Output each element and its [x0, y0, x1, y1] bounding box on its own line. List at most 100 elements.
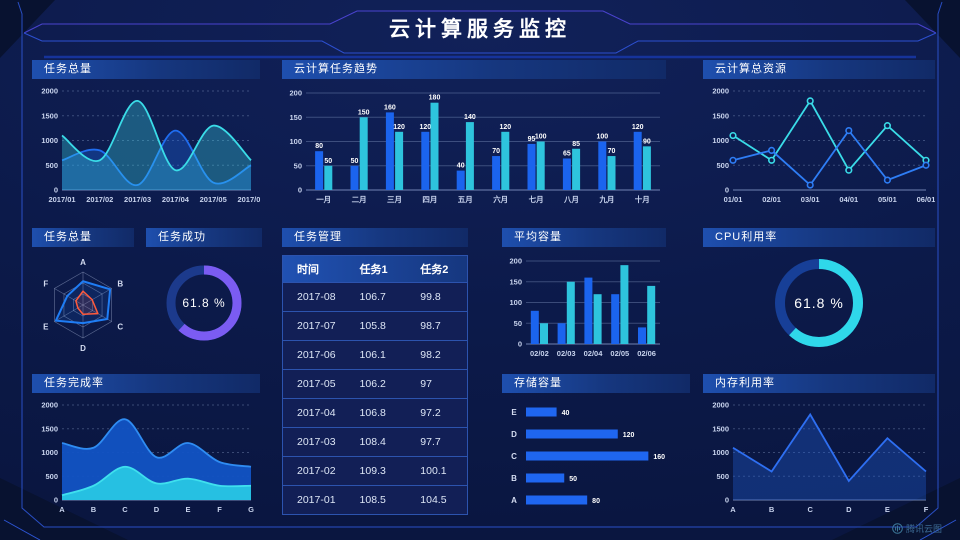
x-axis-tick: 九月 — [598, 194, 614, 204]
hbar-bar — [526, 451, 649, 461]
y-axis-tick: 50 — [294, 161, 302, 170]
hbar-bar — [526, 473, 565, 483]
y-axis-tick: 0 — [298, 186, 302, 195]
x-axis-tick: 05/01 — [878, 195, 897, 204]
table-cell: 106.8 — [359, 407, 386, 419]
series-cyan-line — [732, 99, 927, 172]
bar-value-label: 120 — [632, 124, 644, 131]
y-axis-tick: 200 — [289, 89, 302, 98]
x-axis-tick: 六月 — [493, 194, 508, 204]
radar-axis-label: E — [43, 323, 49, 332]
hbar-bar — [526, 407, 557, 417]
x-axis-tick: F — [217, 505, 222, 514]
series-blue-marker — [922, 161, 930, 169]
hbar-category-label: B — [511, 474, 517, 483]
table-row: 2017-05 106.2 97 — [283, 369, 467, 398]
y-axis-tick: 150 — [289, 113, 302, 122]
y-axis-tick: 200 — [509, 257, 522, 266]
chart-task-radar: A B C D E F — [32, 247, 134, 359]
x-axis-tick: 02/03 — [557, 349, 576, 358]
table-cell: 109.3 — [359, 465, 386, 477]
panel-title: 任务成功 — [146, 228, 262, 247]
radar-axis-label: D — [80, 344, 86, 353]
x-axis-tick: 2017/04 — [162, 195, 190, 204]
series-cyan-marker — [767, 156, 776, 164]
hbar-value-label: 80 — [592, 498, 600, 505]
series-blue-line — [61, 418, 252, 468]
series-blue-bar — [527, 143, 536, 190]
y-axis-tick: 1000 — [41, 448, 58, 457]
table-cell: 2017-04 — [297, 407, 336, 419]
y-axis-tick: 0 — [54, 186, 58, 195]
x-axis-tick: 十月 — [635, 194, 650, 204]
x-axis-tick: 02/06 — [637, 349, 656, 358]
table-cell: 106.7 — [359, 291, 386, 303]
panel-title: 云计算总资源 — [703, 60, 935, 79]
panel-memory-usage: 内存利用率 0 500 1000 1500 2000 A B C D E F — [703, 374, 935, 515]
table-cell: 2017-07 — [297, 320, 336, 332]
panel-title: 云计算任务趋势 — [282, 60, 666, 79]
bar-value-label: 50 — [324, 158, 332, 165]
table-cell: 108.4 — [359, 436, 386, 448]
panel-title: 任务完成率 — [32, 374, 260, 393]
table-cell: 97.7 — [420, 436, 441, 448]
series-blue-bar — [598, 141, 607, 190]
x-axis-tick: C — [122, 505, 128, 514]
x-axis-tick: 五月 — [458, 195, 473, 204]
table-cell: 108.5 — [359, 494, 386, 506]
y-axis-tick: 0 — [518, 340, 522, 349]
panel-title: 任务总量 — [32, 60, 260, 79]
x-axis-tick: A — [730, 505, 736, 514]
panel-title: 内存利用率 — [703, 374, 935, 393]
y-axis-tick: 1000 — [712, 448, 729, 457]
series-cyan-bar — [430, 102, 439, 190]
table-cell: 98.7 — [420, 320, 441, 332]
x-axis-tick: 七月 — [529, 194, 544, 204]
hbar-category-label: C — [511, 452, 517, 461]
x-axis-tick: 2017/06 — [237, 195, 260, 204]
series-cyan-bar — [359, 117, 368, 190]
series-cyan-bar — [620, 265, 629, 344]
table-header-cell: 任务2 — [420, 264, 449, 276]
radar-axis-label: F — [43, 280, 48, 289]
table-cell: 106.2 — [359, 378, 386, 390]
panel-title: 平均容量 — [502, 228, 666, 247]
series-cyan-bar — [572, 148, 581, 190]
y-axis-tick: 150 — [509, 277, 522, 286]
y-axis-tick: 2000 — [41, 401, 58, 410]
series-cyan-bar — [647, 285, 656, 344]
series-orange-polygon — [75, 290, 99, 315]
x-axis-tick: D — [154, 505, 160, 514]
chart-avg-capacity-bars: 0 50 100 150 200 02/02 02/03 02/04 02/05 02/06 — [502, 247, 666, 359]
series-blue-bar — [456, 170, 465, 190]
x-axis-tick: 03/01 — [801, 195, 820, 204]
chart-canvas — [166, 265, 242, 341]
series-cyan-bar — [324, 165, 333, 190]
chart-cpu-usage-gauge: 61.8 % — [703, 247, 935, 359]
panel-title: 任务管理 — [282, 228, 468, 247]
series-blue-bar — [562, 158, 571, 190]
panel-task-table: 任务管理 时间 任务1 任务2 2017-08 106.7 99.8 2017-07 105.… — [282, 228, 468, 515]
table-row: 2017-07 105.8 98.7 — [283, 311, 467, 340]
y-axis-tick: 500 — [716, 472, 729, 481]
brand-name: 腾讯云图 — [905, 524, 942, 534]
page-header: 云计算服务监控 — [0, 13, 960, 43]
hbar-category-label: E — [511, 408, 517, 417]
gauge-arc — [775, 259, 863, 347]
table-cell: 2017-03 — [297, 436, 336, 448]
series-cyan-marker — [845, 166, 853, 174]
series-cyan-bar — [501, 131, 510, 190]
y-axis-tick: 500 — [45, 472, 58, 481]
series-blue-marker — [729, 156, 737, 164]
table-header-cell: 任务1 — [359, 264, 388, 276]
series-blue-bar — [492, 156, 501, 190]
x-axis-tick: 04/01 — [839, 195, 858, 204]
x-axis-tick: 八月 — [563, 195, 579, 204]
panel-task-completion: 任务完成率 0 500 1000 1500 2000 A B C D E F G — [32, 374, 260, 515]
chart-canvas: 0 50 100 150 200 一月 二月 三月 四月 五月 六月 七月 八月 九月 十月 80 50 160 1… — [289, 89, 660, 204]
y-axis-tick: 1500 — [41, 111, 58, 120]
table-cell: 106.1 — [359, 349, 386, 361]
y-axis-tick: 0 — [54, 496, 58, 505]
series-cyan-marker — [883, 122, 891, 130]
